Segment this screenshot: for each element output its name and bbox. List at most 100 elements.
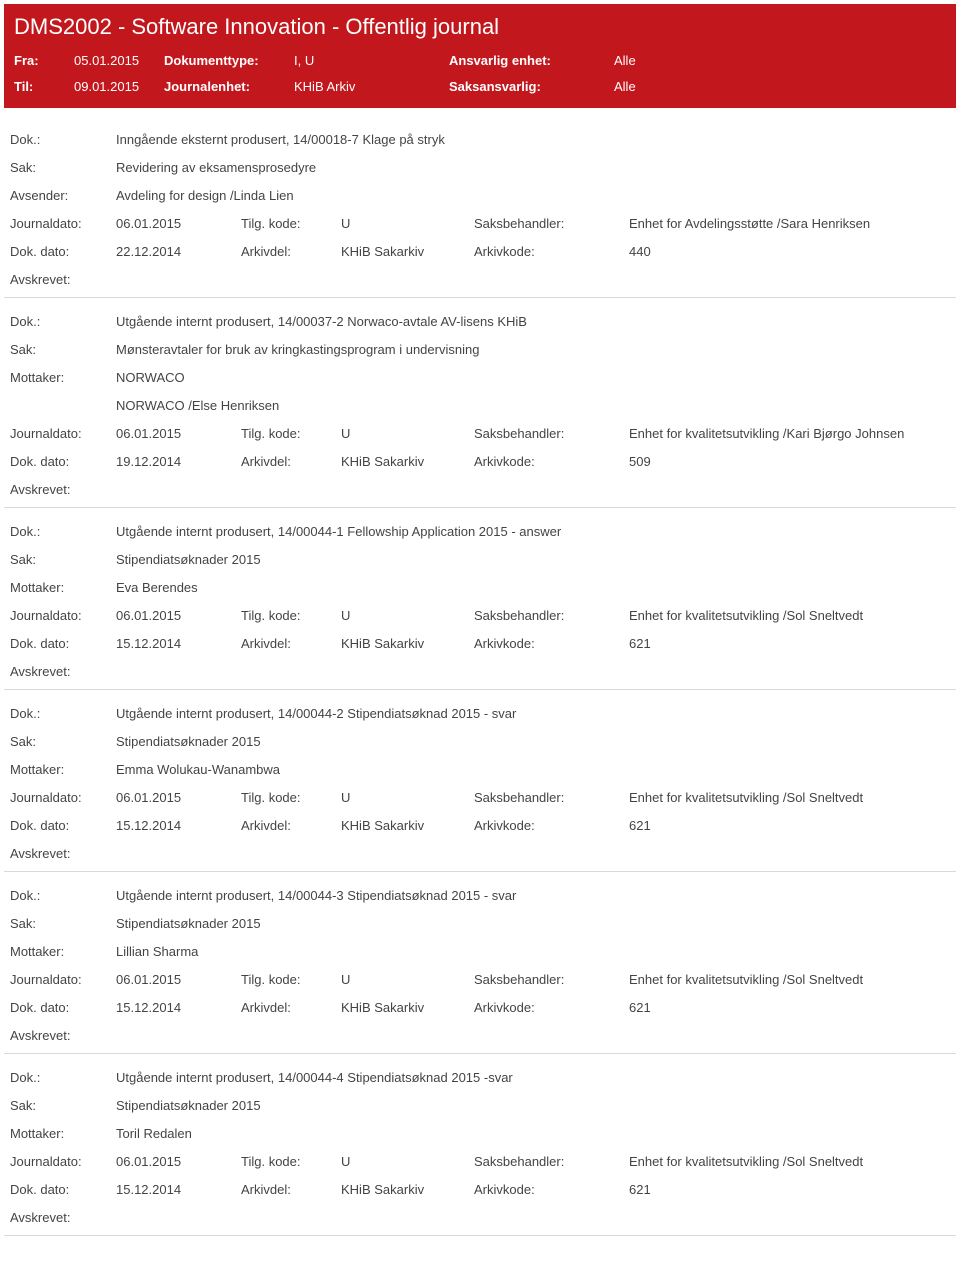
journalenhet-value: KHiB Arkiv: [294, 74, 449, 100]
party-value: Eva Berendes: [116, 574, 956, 602]
journal-entry: Dok.: Utgående internt produsert, 14/000…: [4, 508, 956, 690]
saksbehandler-label: Saksbehandler:: [474, 210, 629, 238]
arkivdel-value: KHiB Sakarkiv: [341, 1176, 474, 1204]
arkivkode-label: Arkivkode:: [474, 238, 629, 266]
dokumenttype-label: Dokumenttype:: [164, 48, 294, 74]
sak-label: Sak:: [4, 728, 116, 756]
dokdato-value: 22.12.2014: [116, 238, 241, 266]
arkivkode-label: Arkivkode:: [474, 812, 629, 840]
dok-label: Dok.:: [4, 700, 116, 728]
journal-entry: Dok.: Utgående internt produsert, 14/000…: [4, 1054, 956, 1236]
tilgkode-label: Tilg. kode:: [241, 210, 341, 238]
arkivdel-label: Arkivdel:: [241, 448, 341, 476]
journaldato-label: Journaldato:: [4, 966, 116, 994]
dok-label: Dok.:: [4, 882, 116, 910]
ansvarlig-enhet-label: Ansvarlig enhet:: [449, 48, 614, 74]
saksansvarlig-label: Saksansvarlig:: [449, 74, 614, 100]
ansvarlig-enhet-value: Alle: [614, 48, 946, 74]
saksbehandler-value: Enhet for kvalitetsutvikling /Sol Sneltv…: [629, 966, 956, 994]
sak-label: Sak:: [4, 1092, 116, 1120]
header-row-2: Til: 09.01.2015 Journalenhet: KHiB Arkiv…: [14, 74, 946, 100]
party-value: Emma Wolukau-Wanambwa: [116, 756, 956, 784]
dokdato-value: 15.12.2014: [116, 1176, 241, 1204]
arkivkode-label: Arkivkode:: [474, 630, 629, 658]
arkivdel-value: KHiB Sakarkiv: [341, 994, 474, 1022]
tilgkode-value: U: [341, 966, 474, 994]
arkivkode-value: 621: [629, 1176, 956, 1204]
saksbehandler-value: Enhet for kvalitetsutvikling /Sol Sneltv…: [629, 1148, 956, 1176]
til-value: 09.01.2015: [74, 74, 164, 100]
saksbehandler-value: Enhet for kvalitetsutvikling /Sol Sneltv…: [629, 784, 956, 812]
journaldato-label: Journaldato:: [4, 602, 116, 630]
dok-value: Inngående eksternt produsert, 14/00018-7…: [116, 126, 956, 154]
journaldato-label: Journaldato:: [4, 1148, 116, 1176]
sak-label: Sak:: [4, 910, 116, 938]
party-line1: Toril Redalen: [116, 1120, 956, 1148]
party-value: Lillian Sharma: [116, 938, 956, 966]
party-line2: NORWACO /Else Henriksen: [116, 392, 956, 420]
dokdato-label: Dok. dato:: [4, 448, 116, 476]
arkivdel-value: KHiB Sakarkiv: [341, 448, 474, 476]
dokdato-label: Dok. dato:: [4, 238, 116, 266]
entries-list: Dok.: Inngående eksternt produsert, 14/0…: [0, 116, 960, 1236]
tilgkode-label: Tilg. kode:: [241, 784, 341, 812]
arkivdel-label: Arkivdel:: [241, 812, 341, 840]
arkivkode-value: 621: [629, 630, 956, 658]
arkivkode-value: 621: [629, 812, 956, 840]
journal-entry: Dok.: Inngående eksternt produsert, 14/0…: [4, 116, 956, 298]
sak-value: Stipendiatsøknader 2015: [116, 910, 956, 938]
tilgkode-label: Tilg. kode:: [241, 420, 341, 448]
avskrevet-label: Avskrevet:: [4, 476, 956, 497]
journaldato-value: 06.01.2015: [116, 420, 241, 448]
tilgkode-value: U: [341, 210, 474, 238]
tilgkode-value: U: [341, 420, 474, 448]
saksbehandler-value: Enhet for kvalitetsutvikling /Kari Bjørg…: [629, 420, 956, 448]
party-line1: Lillian Sharma: [116, 938, 956, 966]
journaldato-value: 06.01.2015: [116, 784, 241, 812]
saksbehandler-value: Enhet for kvalitetsutvikling /Sol Sneltv…: [629, 602, 956, 630]
sak-value: Revidering av eksamensprosedyre: [116, 154, 956, 182]
journal-entry: Dok.: Utgående internt produsert, 14/000…: [4, 872, 956, 1054]
dok-value: Utgående internt produsert, 14/00044-4 S…: [116, 1064, 956, 1092]
saksansvarlig-value: Alle: [614, 74, 946, 100]
dok-value: Utgående internt produsert, 14/00044-3 S…: [116, 882, 956, 910]
sak-label: Sak:: [4, 154, 116, 182]
arkivkode-value: 440: [629, 238, 956, 266]
dok-value: Utgående internt produsert, 14/00044-1 F…: [116, 518, 956, 546]
avskrevet-label: Avskrevet:: [4, 658, 956, 679]
tilgkode-label: Tilg. kode:: [241, 966, 341, 994]
fra-value: 05.01.2015: [74, 48, 164, 74]
party-value: Toril Redalen: [116, 1120, 956, 1148]
dokdato-value: 15.12.2014: [116, 630, 241, 658]
tilgkode-value: U: [341, 784, 474, 812]
saksbehandler-value: Enhet for Avdelingsstøtte /Sara Henrikse…: [629, 210, 956, 238]
dokdato-label: Dok. dato:: [4, 630, 116, 658]
sak-value: Stipendiatsøknader 2015: [116, 1092, 956, 1120]
party-label: Mottaker:: [4, 938, 116, 966]
tilgkode-value: U: [341, 1148, 474, 1176]
dok-value: Utgående internt produsert, 14/00037-2 N…: [116, 308, 956, 336]
journaldato-label: Journaldato:: [4, 210, 116, 238]
avskrevet-label: Avskrevet:: [4, 1022, 956, 1043]
dok-label: Dok.:: [4, 518, 116, 546]
avskrevet-label: Avskrevet:: [4, 840, 956, 861]
dok-label: Dok.:: [4, 308, 116, 336]
saksbehandler-label: Saksbehandler:: [474, 1148, 629, 1176]
avskrevet-label: Avskrevet:: [4, 266, 956, 287]
sak-value: Stipendiatsøknader 2015: [116, 728, 956, 756]
party-label: Avsender:: [4, 182, 116, 210]
party-label: Mottaker:: [4, 364, 116, 420]
til-label: Til:: [14, 74, 74, 100]
header-row-1: Fra: 05.01.2015 Dokumenttype: I, U Ansva…: [14, 48, 946, 74]
arkivdel-label: Arkivdel:: [241, 630, 341, 658]
fra-label: Fra:: [14, 48, 74, 74]
dokdato-label: Dok. dato:: [4, 994, 116, 1022]
arkivdel-label: Arkivdel:: [241, 238, 341, 266]
party-line1: Avdeling for design /Linda Lien: [116, 182, 956, 210]
sak-label: Sak:: [4, 546, 116, 574]
dok-label: Dok.:: [4, 1064, 116, 1092]
party-label: Mottaker:: [4, 756, 116, 784]
arkivdel-label: Arkivdel:: [241, 994, 341, 1022]
journaldato-label: Journaldato:: [4, 420, 116, 448]
saksbehandler-label: Saksbehandler:: [474, 966, 629, 994]
